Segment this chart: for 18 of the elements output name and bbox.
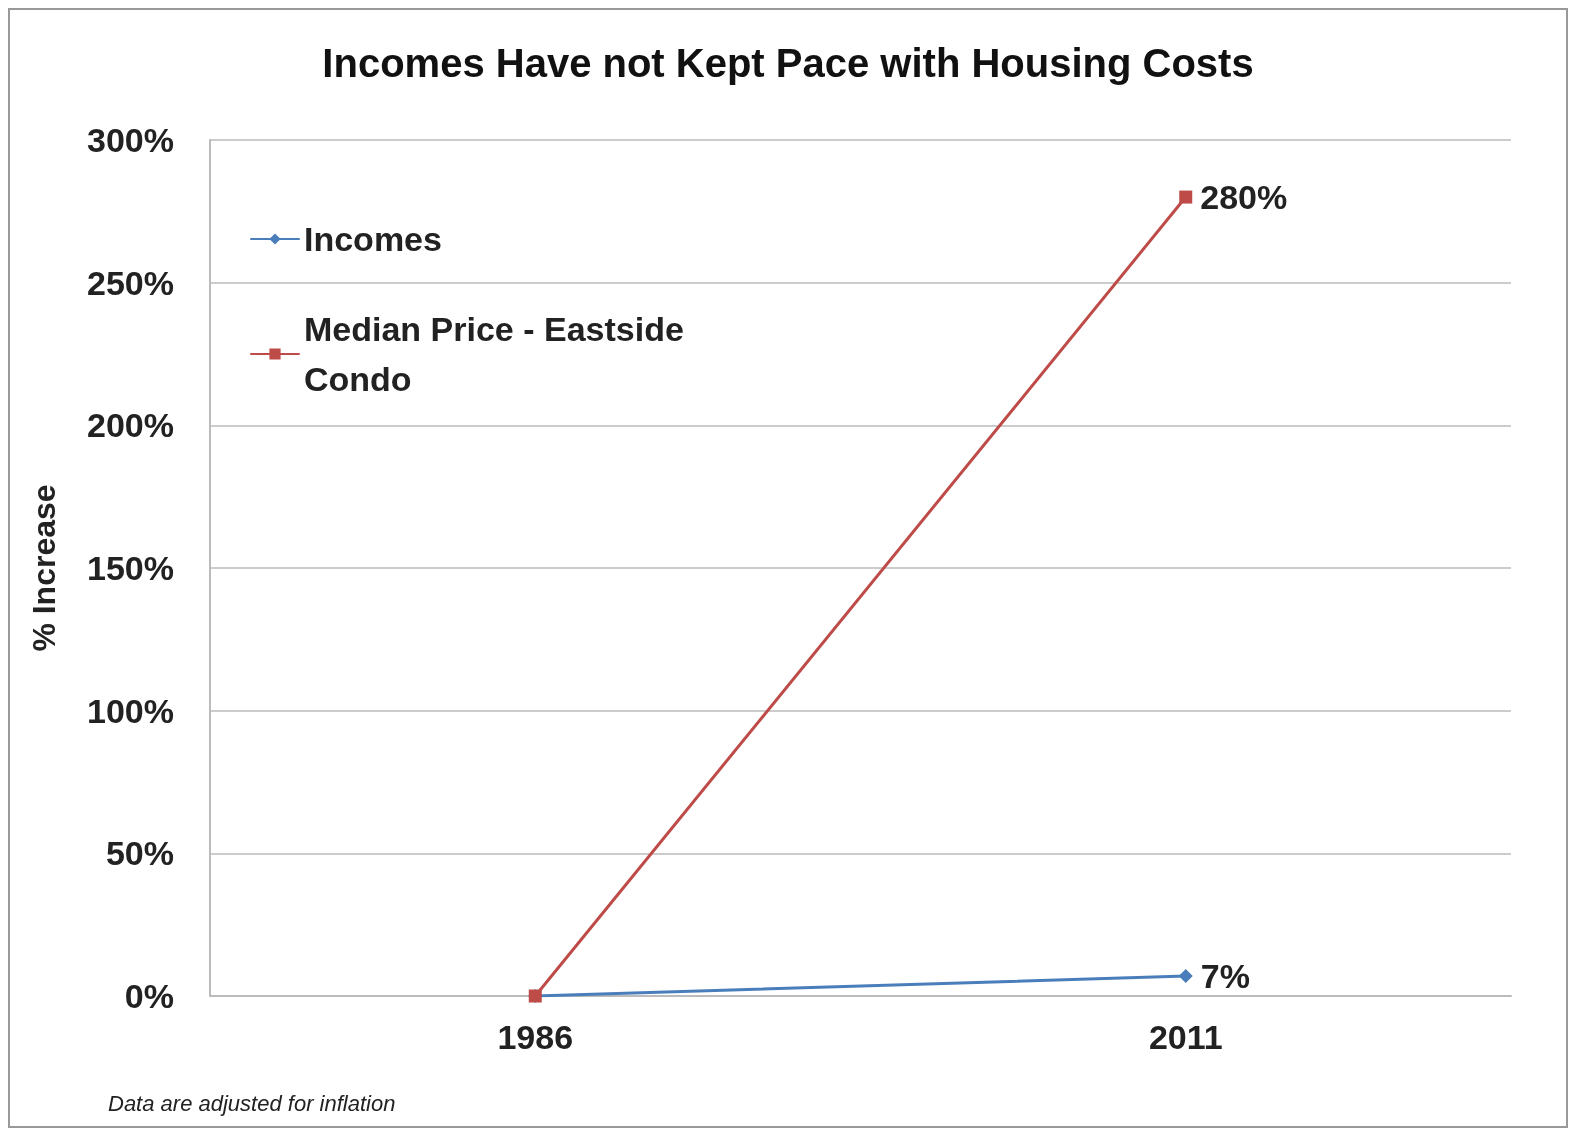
- text: Data are adjusted for inflation: [108, 1090, 396, 1116]
- point: [1179, 190, 1193, 204]
- y-tick-label: 250%: [87, 263, 174, 302]
- y-tick-label: 0%: [124, 977, 174, 1015]
- point: [1178, 969, 1193, 984]
- chart-title: Incomes Have not Kept Pace with Housing Costs: [322, 41, 1254, 85]
- y-tick-label: 200%: [87, 406, 174, 445]
- y-tick-label: 300%: [87, 121, 174, 159]
- y-axis-title: % Increase: [26, 484, 62, 652]
- data-label: 7%: [1200, 957, 1250, 996]
- y-tick-label: 150%: [87, 549, 174, 587]
- y-tick-label: 50%: [105, 834, 174, 873]
- legend-label: Median Price - Eastside Condo: [304, 310, 694, 398]
- legend-label: Incomes: [304, 220, 442, 258]
- x-tick-label: 1986: [497, 1018, 574, 1056]
- x-tick-label: 2011: [1148, 1018, 1223, 1056]
- y-tick-label: 100%: [87, 691, 174, 730]
- data-label: 280%: [1200, 178, 1288, 217]
